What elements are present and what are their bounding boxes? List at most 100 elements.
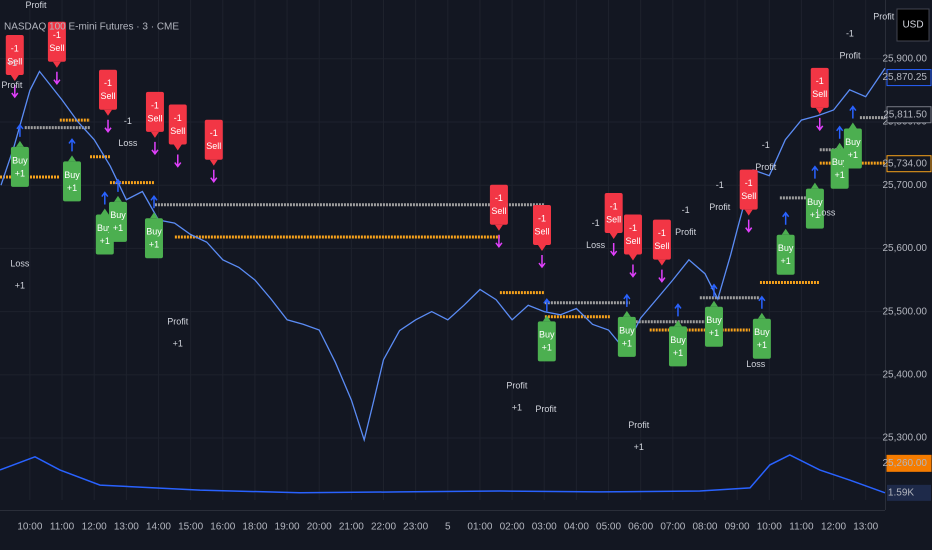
- signal-pointer: [848, 122, 857, 129]
- trade-annotation: Profit: [873, 11, 895, 21]
- signal-text: -1: [538, 213, 546, 223]
- signal-text: Buy: [539, 330, 555, 340]
- signal-pointer: [100, 208, 109, 215]
- x-tick-label: 5: [445, 522, 451, 533]
- signal-text: +1: [149, 240, 159, 250]
- x-tick-label: 11:00: [50, 522, 75, 533]
- x-tick-label: 20:00: [307, 522, 332, 533]
- signal-box: [108, 201, 127, 242]
- signal-pointer: [622, 310, 631, 317]
- signal-pointer: [15, 140, 24, 147]
- signal-box: [99, 69, 118, 110]
- signal-text: -1: [151, 100, 159, 110]
- signal-text: Buy: [97, 223, 113, 233]
- buy-arrow: [710, 283, 718, 297]
- trade-annotation: Profit: [167, 316, 189, 326]
- axes: 25,300.00 25,400.00 25,500.00 25,600.00 25,7…: [17, 53, 932, 533]
- price-label: 25,870.25: [883, 72, 928, 83]
- price-label-box: [886, 106, 932, 124]
- sell-arrow: [495, 234, 503, 249]
- sell-arrow: [53, 71, 61, 85]
- signal-text: Sell: [812, 89, 827, 99]
- signal-text: Sell: [170, 126, 185, 136]
- signal-text: -1: [629, 223, 637, 233]
- sell-arrow: [11, 84, 19, 99]
- x-tick-label: 04:00: [564, 522, 589, 533]
- trade-annotation: -1: [124, 116, 132, 126]
- sell-arrow: [210, 169, 218, 183]
- signal-text: +1: [100, 236, 110, 246]
- signal-pointer: [810, 182, 819, 189]
- trade-annotation: Loss: [586, 240, 606, 250]
- signal-text: -1: [11, 43, 19, 53]
- y-tick-label: 25,300.00: [883, 433, 928, 444]
- signal-box: [704, 306, 723, 347]
- sell-arrow: [610, 243, 618, 257]
- trade-annotation: +1: [7, 58, 17, 68]
- signal-text: Sell: [741, 191, 756, 201]
- signal-text: +1: [622, 338, 632, 348]
- sell-arrow: [174, 154, 182, 168]
- trade-annotation: -1: [716, 180, 724, 190]
- y-tick-label: 25,700.00: [883, 180, 928, 191]
- y-tick-label: 25,500.00: [883, 306, 928, 317]
- buy-arrow: [674, 303, 682, 317]
- currency-box[interactable]: [896, 8, 930, 42]
- x-tick-label: 02:00: [500, 522, 525, 533]
- signal-text: -1: [610, 201, 618, 211]
- signals: -1 Sell -1 Sell -1 Sell -1 Sell -1 Sell -1 Sell -1 Se…: [1, 0, 894, 452]
- sell-arrow: [745, 219, 753, 233]
- signal-pointer: [744, 209, 753, 216]
- signal-text: -1: [174, 113, 182, 123]
- signal-text: Buy: [754, 327, 770, 337]
- signal-pointer: [781, 228, 790, 235]
- signal-text: Buy: [807, 197, 823, 207]
- trade-annotation: Profit: [1, 80, 23, 90]
- sell-arrow: [151, 141, 159, 156]
- trade-annotation: Loss: [10, 258, 30, 268]
- signal-text: +1: [15, 168, 25, 178]
- buy-arrow: [101, 191, 109, 205]
- signal-pointer: [10, 74, 19, 81]
- signal-pointer: [150, 131, 159, 138]
- price-label: 25,734.00: [883, 158, 928, 169]
- buy-arrow: [543, 298, 551, 312]
- currency[interactable]: USD: [902, 20, 923, 31]
- signal-text: -1: [495, 193, 503, 203]
- signal-text: +1: [113, 223, 123, 233]
- signal-text: Sell: [101, 91, 116, 101]
- signal-pointer: [52, 61, 61, 68]
- signal-text: Buy: [832, 157, 848, 167]
- sell-arrow: [658, 269, 666, 283]
- price-label-box: [886, 454, 932, 472]
- price-label: 25,260.00: [883, 458, 928, 469]
- signal-box: [843, 128, 862, 169]
- trade-annotation: Profit: [506, 380, 528, 390]
- x-tick-label: 06:00: [628, 522, 653, 533]
- signal-pointer: [537, 245, 546, 252]
- x-tick-label: 05:00: [596, 522, 621, 533]
- x-tick-label: 12:00: [82, 522, 107, 533]
- signal-text: Sell: [654, 241, 669, 251]
- signal-text: +1: [781, 256, 791, 266]
- signal-text: -1: [210, 128, 218, 138]
- signal-text: Sell: [491, 206, 506, 216]
- signal-box: [204, 119, 223, 160]
- trade-annotation: +1: [15, 280, 25, 290]
- y-tick-label: 25,400.00: [883, 369, 928, 380]
- trade-annotation: Loss: [118, 138, 138, 148]
- signal-text: Buy: [110, 210, 126, 220]
- trade-annotation: -1: [592, 218, 600, 228]
- price-label: 25,811.50: [883, 109, 927, 120]
- buy-arrow: [811, 165, 819, 179]
- signal-text: Sell: [606, 214, 621, 224]
- signal-box: [144, 218, 163, 259]
- signal-text: -1: [658, 228, 666, 238]
- x-tick-label: 12:00: [821, 522, 846, 533]
- buy-arrow: [849, 105, 857, 119]
- signal-box: [47, 21, 66, 62]
- signal-text: +1: [67, 183, 77, 193]
- signal-text: +1: [709, 328, 719, 338]
- sell-arrow: [816, 117, 824, 132]
- trade-annotation: -1: [846, 28, 854, 38]
